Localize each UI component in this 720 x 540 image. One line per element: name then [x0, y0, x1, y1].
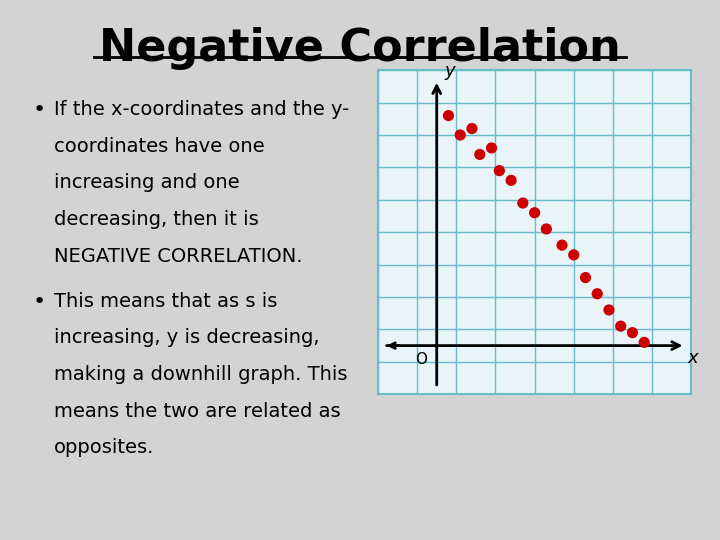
- Point: [467, 124, 478, 133]
- Point: [557, 241, 568, 249]
- Text: coordinates have one: coordinates have one: [54, 137, 265, 156]
- Point: [541, 225, 552, 233]
- Point: [505, 176, 517, 185]
- Point: [443, 111, 454, 120]
- Text: y: y: [444, 62, 455, 80]
- Point: [626, 328, 638, 337]
- Point: [568, 251, 580, 259]
- Point: [474, 150, 485, 159]
- Point: [494, 166, 505, 175]
- Text: O: O: [415, 352, 427, 367]
- Point: [486, 144, 498, 152]
- Text: means the two are related as: means the two are related as: [54, 402, 341, 421]
- Text: decreasing, then it is: decreasing, then it is: [54, 210, 258, 229]
- Point: [615, 322, 626, 330]
- Point: [454, 131, 466, 139]
- Text: increasing, y is decreasing,: increasing, y is decreasing,: [54, 328, 320, 347]
- Text: NEGATIVE CORRELATION.: NEGATIVE CORRELATION.: [54, 247, 302, 266]
- Text: •: •: [32, 100, 45, 120]
- Text: If the x-coordinates and the y-: If the x-coordinates and the y-: [54, 100, 349, 119]
- Point: [639, 338, 650, 347]
- Text: making a downhill graph. This: making a downhill graph. This: [54, 365, 348, 384]
- Point: [517, 199, 528, 207]
- Text: •: •: [32, 292, 45, 312]
- Point: [603, 306, 615, 314]
- Text: This means that as s is: This means that as s is: [54, 292, 277, 310]
- Text: opposites.: opposites.: [54, 438, 154, 457]
- Point: [528, 208, 540, 217]
- Text: x: x: [688, 349, 698, 367]
- Text: Negative Correlation: Negative Correlation: [99, 27, 621, 70]
- Point: [580, 273, 591, 282]
- Text: increasing and one: increasing and one: [54, 173, 240, 192]
- Point: [592, 289, 603, 298]
